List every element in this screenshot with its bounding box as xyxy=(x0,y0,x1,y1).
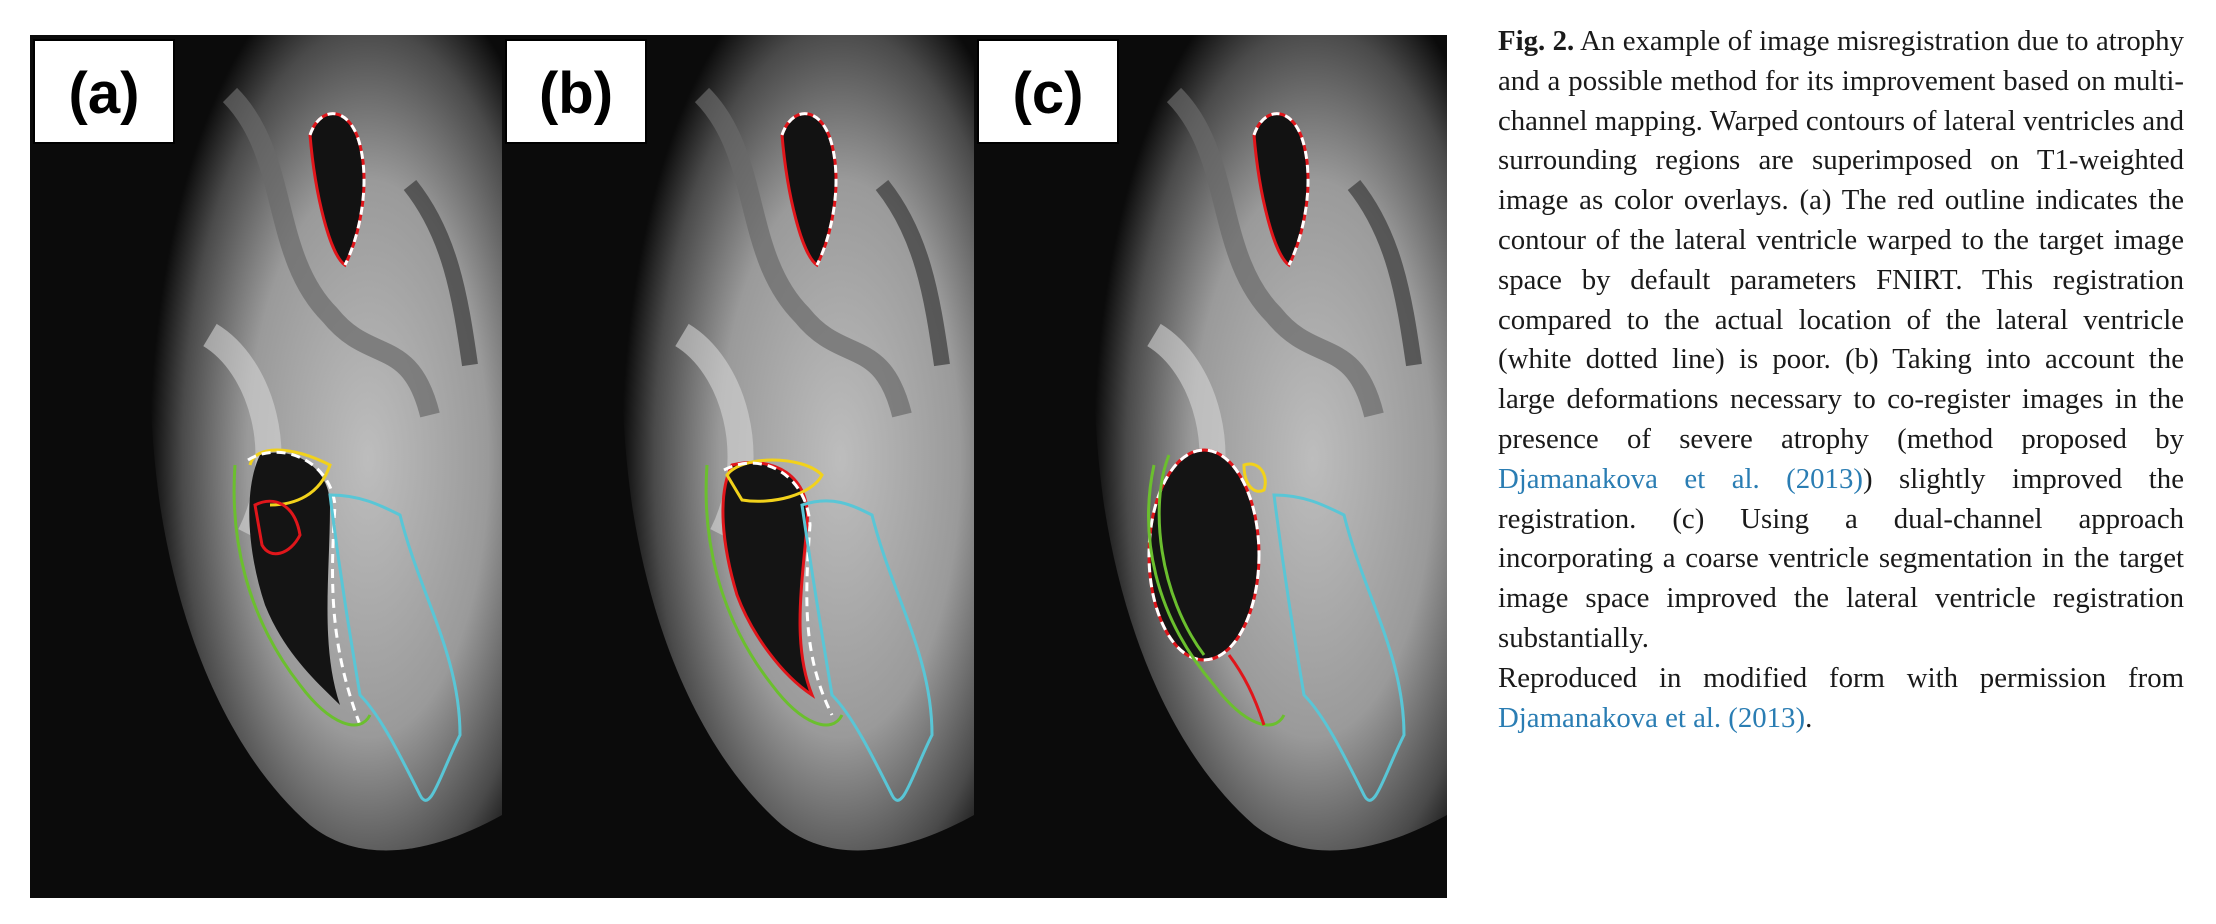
panel-c: (c) xyxy=(974,35,1447,898)
figure-label: Fig. 2. xyxy=(1498,25,1575,57)
caption-paragraph: Fig. 2. An example of image misregistrat… xyxy=(1498,22,2184,659)
citation-link-2[interactable]: Djamanakova et al. (2013) xyxy=(1498,701,1806,734)
reproduction-text: Reproduced in modified form with permiss… xyxy=(1498,661,2184,694)
panel-label-a: (a) xyxy=(33,39,175,144)
caption-text-2: ) slightly improved the registration. (c… xyxy=(1498,462,2184,654)
mri-slice-a xyxy=(30,35,502,898)
panel-label-b: (b) xyxy=(505,39,647,144)
panel-a: (a) xyxy=(30,35,502,898)
brain-mri-figure: (a) (b) xyxy=(30,35,1447,898)
figure-caption: Fig. 2. An example of image misregistrat… xyxy=(1498,22,2184,738)
panel-label-c: (c) xyxy=(977,39,1119,144)
mri-slice-b xyxy=(502,35,974,898)
citation-link-1[interactable]: Djamanakova et al. (2013) xyxy=(1498,462,1863,495)
reproduction-end: . xyxy=(1805,701,1813,734)
caption-text-1: An example of image misregistration due … xyxy=(1498,25,2184,455)
mri-slice-c xyxy=(974,35,1447,898)
reproduction-note: Reproduced in modified form with permiss… xyxy=(1498,659,2184,739)
panel-b: (b) xyxy=(502,35,974,898)
